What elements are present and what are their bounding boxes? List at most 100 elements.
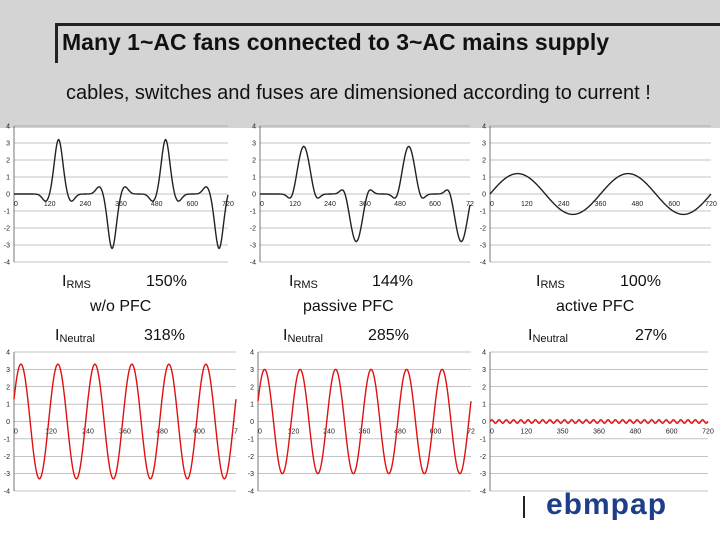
x-tick-label: 600	[668, 201, 680, 208]
x-tick-label: 480	[629, 429, 641, 436]
y-tick-label: 2	[482, 384, 486, 391]
y-tick-label: 2	[250, 384, 254, 391]
x-tick-label: 480	[394, 201, 406, 208]
x-tick-label: 600	[186, 201, 198, 208]
y-tick-label: -1	[4, 209, 10, 216]
y-tick-label: -3	[4, 471, 10, 478]
x-tick-label: 720	[705, 201, 717, 208]
chart-neutral-passive-pfc: 4 3 2 1 0 -1 -2 -3 -4 0 120 240 360 480 600 72	[248, 350, 475, 496]
title-band	[0, 0, 720, 128]
x-tick-label: 360	[595, 201, 607, 208]
y-tick-label: 0	[6, 419, 10, 426]
slide-subtitle: cables, switches and fuses are dimension…	[66, 82, 651, 104]
ineutral-label-1: INeutral	[55, 327, 95, 345]
y-tick-label: -4	[4, 489, 10, 496]
x-tick-label: 120	[289, 201, 301, 208]
x-tick-label: 0	[260, 201, 264, 208]
x-tick-label: 360	[119, 429, 131, 436]
ineutral-label-main: I	[55, 327, 60, 344]
y-tick-label: 1	[250, 402, 254, 409]
y-tick-label: 0	[250, 419, 254, 426]
method-label-3: active PFC	[556, 298, 635, 315]
irms-label-1: IRMS	[62, 273, 91, 291]
x-tick-label: 72	[467, 429, 475, 436]
x-tick-label: 480	[151, 201, 163, 208]
x-tick-label: 360	[359, 429, 371, 436]
y-tick-label: -4	[248, 489, 254, 496]
y-tick-label: 4	[482, 124, 486, 131]
y-tick-label: 2	[6, 158, 10, 165]
series-line	[13, 363, 237, 480]
y-tick-label: 4	[250, 350, 254, 357]
y-tick-label: -1	[4, 436, 10, 443]
y-tick-label: 1	[482, 402, 486, 409]
ineutral-label-2: INeutral	[283, 327, 323, 345]
x-tick-label: 120	[45, 429, 57, 436]
y-tick-label: -4	[4, 260, 10, 267]
series-line	[14, 138, 229, 250]
series-line	[257, 368, 472, 475]
x-tick-label: 0	[490, 201, 494, 208]
y-tick-label: 4	[252, 124, 256, 131]
slide-title: Many 1~AC fans connected to 3~AC mains s…	[62, 29, 610, 55]
irms-label-sub: RMS	[66, 279, 91, 291]
y-tick-label: -3	[4, 243, 10, 250]
x-tick-label: 350	[557, 429, 569, 436]
x-tick-label: 360	[115, 201, 127, 208]
y-tick-label: 2	[252, 158, 256, 165]
irms-label-sub: RMS	[293, 279, 318, 291]
y-tick-label: -1	[480, 436, 486, 443]
chart-neutral-active-pfc: 4 3 2 1 0 -1 -2 -3 -4 0 120 350 360 480 600 720	[480, 350, 714, 496]
ineutral-label-sub: Neutral	[59, 333, 95, 345]
irms-label-main: I	[536, 273, 541, 290]
irms-value-2: 144%	[372, 273, 413, 290]
x-tick-label: 600	[429, 201, 441, 208]
x-tick-label: 480	[631, 201, 643, 208]
ineutral-label-main: I	[528, 327, 533, 344]
x-tick-label: 240	[324, 201, 336, 208]
y-tick-label: 3	[252, 141, 256, 148]
irms-value-3: 100%	[620, 273, 661, 290]
x-tick-label: 720	[222, 201, 234, 208]
y-tick-label: 0	[252, 192, 256, 199]
y-tick-label: 3	[482, 141, 486, 148]
y-tick-label: -2	[250, 226, 256, 233]
x-tick-label: 120	[520, 429, 532, 436]
y-tick-label: 2	[482, 158, 486, 165]
y-tick-label: -1	[480, 209, 486, 216]
y-tick-label: 4	[482, 350, 486, 357]
x-tick-label: 7	[234, 429, 238, 436]
irms-label-main: I	[289, 273, 294, 290]
y-tick-label: -1	[250, 209, 256, 216]
ineutral-value-1: 318%	[144, 327, 185, 344]
company-logo: ebmpapst	[546, 488, 666, 528]
x-tick-label: 600	[666, 429, 678, 436]
irms-label-3: IRMS	[536, 273, 565, 291]
irms-value-1: 150%	[146, 273, 187, 290]
y-tick-label: 1	[6, 175, 10, 182]
irms-label-2: IRMS	[289, 273, 318, 291]
y-tick-label: 0	[482, 192, 486, 199]
y-tick-label: -2	[480, 454, 486, 461]
y-tick-label: -2	[480, 226, 486, 233]
logo-text: ebmpapst	[546, 488, 666, 521]
y-tick-label: 4	[6, 350, 10, 357]
x-tick-label: 240	[82, 429, 94, 436]
x-tick-label: 120	[288, 429, 300, 436]
x-tick-label: 600	[193, 429, 205, 436]
title-rule	[55, 23, 720, 26]
series-line	[260, 145, 471, 243]
ineutral-value-3: 27%	[635, 327, 668, 344]
x-tick-label: 120	[44, 201, 56, 208]
x-tick-label: 0	[14, 429, 18, 436]
y-tick-label: -3	[480, 243, 486, 250]
chart-neutral-wo-pfc: 4 3 2 1 0 -1 -2 -3 -4 0 120 240 360 480 600 7	[4, 350, 238, 496]
ineutral-label-main: I	[283, 327, 288, 344]
irms-label-sub: RMS	[540, 279, 565, 291]
y-tick-label: 1	[252, 175, 256, 182]
x-tick-label: 720	[702, 429, 714, 436]
x-tick-label: 0	[258, 429, 262, 436]
y-tick-label: -2	[4, 454, 10, 461]
y-tick-label: -3	[248, 471, 254, 478]
x-tick-label: 480	[156, 429, 168, 436]
